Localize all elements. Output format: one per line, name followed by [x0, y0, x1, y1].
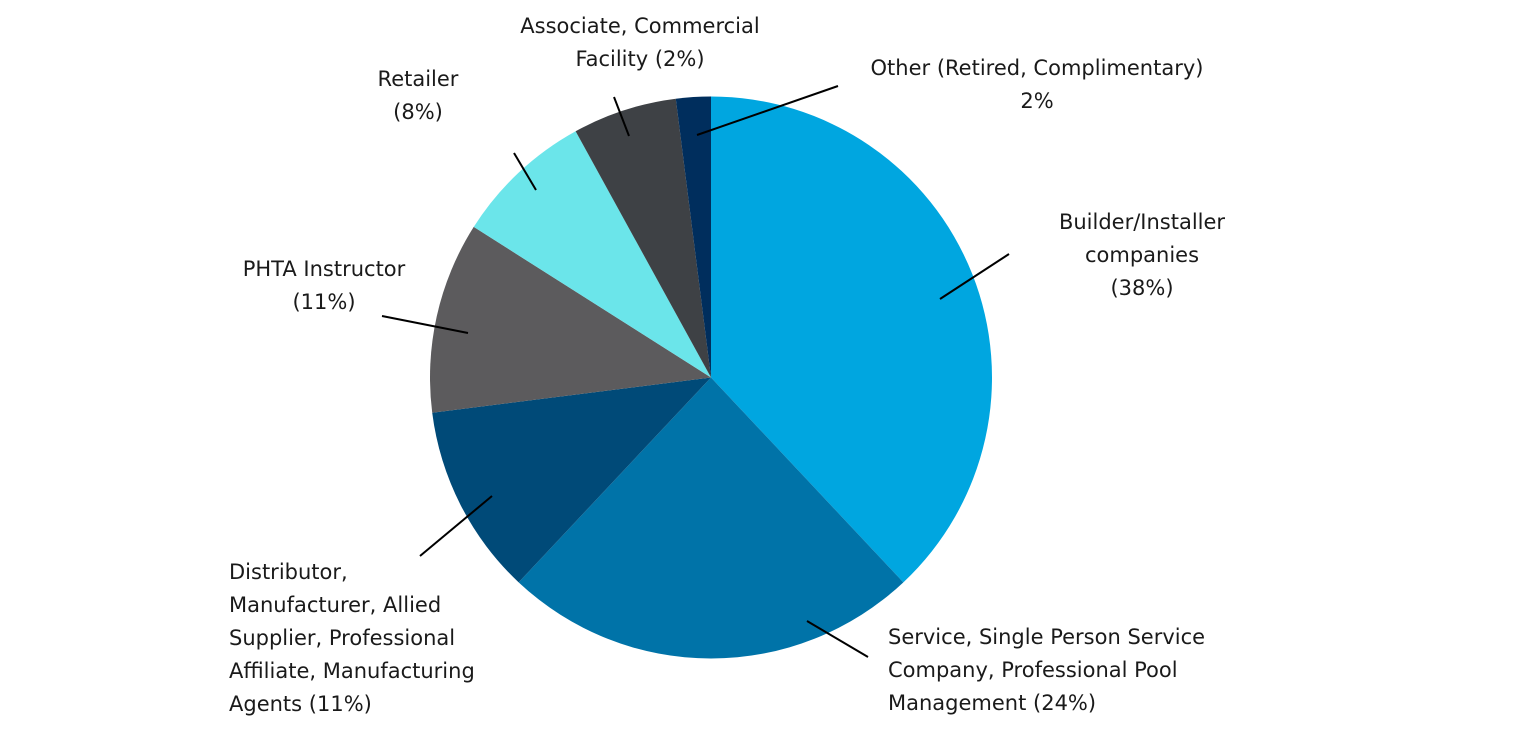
slice-label: Builder/Installer companies (38%)	[1059, 210, 1225, 300]
slice-label-line: Supplier, Professional	[229, 626, 455, 650]
pie-slice	[518, 377, 904, 659]
slice-label-line: Agents (11%)	[229, 692, 372, 716]
slice-label-line: Service, Single Person Service	[888, 625, 1205, 649]
slice-label-line: Distributor,	[229, 560, 348, 584]
slice-label-line: Company, Professional Pool	[888, 658, 1178, 682]
pie-slices	[430, 96, 993, 659]
slice-label-line: 2%	[1020, 89, 1053, 113]
leader-line	[381, 315, 469, 334]
slice-label-line: Builder/Installer	[1059, 210, 1225, 234]
leader-line	[696, 85, 839, 136]
slice-label-line: PHTA Instructor	[243, 257, 406, 281]
pie-slice	[711, 96, 993, 583]
slice-label-line: Retailer	[378, 67, 459, 91]
slice-label-line: (38%)	[1110, 276, 1173, 300]
leader-line	[419, 495, 493, 557]
slice-label-line: Other (Retired, Complimentary)	[871, 56, 1204, 80]
slice-label-line: Associate, Commercial	[520, 14, 759, 38]
slice-label-line: Facility (2%)	[575, 47, 704, 71]
slice-label: Distributor, Manufacturer, Allied Supplier…	[229, 560, 475, 716]
slice-label: Associate, Commercial Facility (2%)	[520, 14, 759, 71]
pie-slice	[430, 226, 711, 413]
slice-label-line: Management (24%)	[888, 691, 1096, 715]
slice-labels: Builder/Installer companies (38%) Service, …	[229, 14, 1225, 716]
leader-line	[939, 253, 1010, 300]
pie-slice	[675, 96, 711, 378]
leader-lines	[381, 85, 1010, 658]
slice-label: PHTA Instructor (11%)	[243, 257, 406, 314]
slice-label: Other (Retired, Complimentary) 2%	[871, 56, 1204, 113]
pie-slice	[473, 131, 711, 378]
slice-label-line: companies	[1085, 243, 1199, 267]
slice-label: Service, Single Person Service Company, P…	[888, 625, 1205, 715]
slice-label-line: (8%)	[393, 100, 443, 124]
slice-label-line: Manufacturer, Allied	[229, 593, 441, 617]
leader-line	[613, 96, 630, 137]
slice-label: Retailer (8%)	[378, 67, 459, 124]
slice-label-line: (11%)	[292, 290, 355, 314]
leader-line	[806, 620, 869, 658]
leader-line	[513, 152, 537, 191]
pie-slice	[575, 98, 711, 378]
pie-slice	[432, 377, 711, 583]
slice-label-line: Affiliate, Manufacturing	[229, 659, 475, 683]
